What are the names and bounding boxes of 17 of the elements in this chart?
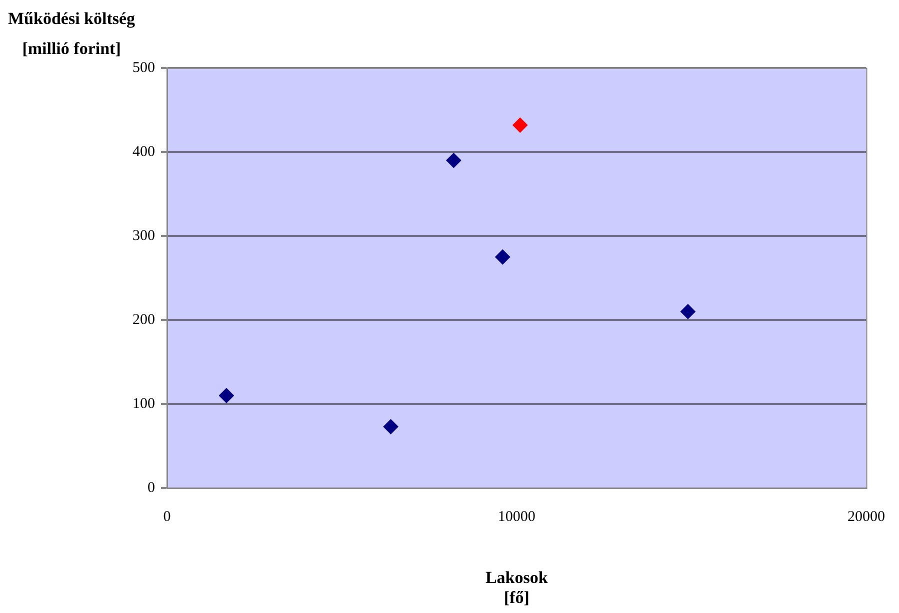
y-tick-label: 500 xyxy=(132,60,155,76)
x-tick-label: 10000 xyxy=(498,508,536,525)
point xyxy=(495,250,510,264)
point xyxy=(680,304,696,320)
point xyxy=(218,388,234,404)
x-tick-label: 0 xyxy=(163,508,171,525)
y-tick-label: 100 xyxy=(132,396,155,412)
y-tick-label: 200 xyxy=(132,312,155,328)
point xyxy=(446,152,462,168)
y-axis-title: Működési költség [millió forint] xyxy=(8,9,136,58)
x-tick-label: 20000 xyxy=(848,508,885,525)
y-tick-label: 0 xyxy=(148,480,155,496)
point xyxy=(383,419,398,434)
point xyxy=(512,118,528,133)
y-tick-label: 300 xyxy=(132,228,155,244)
x-axis-title: Lakosok [fő] xyxy=(485,568,548,608)
y-tick-label: 400 xyxy=(132,144,155,160)
